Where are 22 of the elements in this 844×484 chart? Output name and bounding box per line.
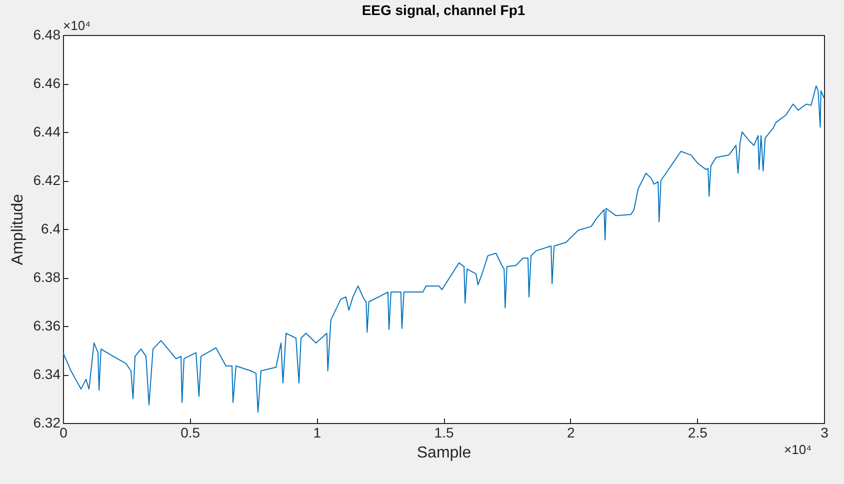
y-tick-label: 6.38 bbox=[33, 269, 61, 285]
y-tick-label: 6.48 bbox=[33, 26, 61, 42]
y-axis-title: Amplitude bbox=[9, 194, 26, 266]
x-tick-label: 3 bbox=[820, 424, 829, 440]
y-tick-label: 6.32 bbox=[33, 414, 61, 430]
x-tick-label: 1.5 bbox=[434, 424, 454, 440]
y-tick-label: 6.46 bbox=[33, 75, 61, 91]
y-tick-label: 6.42 bbox=[33, 172, 61, 188]
x-tick-label: 2.5 bbox=[688, 424, 708, 440]
line-series bbox=[63, 85, 824, 413]
y-tick-label: 6.4 bbox=[41, 220, 61, 236]
x-tick-label: 0 bbox=[60, 424, 68, 440]
y-tick-label: 6.34 bbox=[33, 366, 61, 382]
y-tick-label: 6.44 bbox=[33, 124, 61, 140]
chart-title: EEG signal, channel Fp1 bbox=[362, 2, 526, 18]
text: ×10⁴ bbox=[784, 442, 812, 457]
text: ×10⁴ bbox=[63, 18, 91, 33]
x-tick-label: 0.5 bbox=[180, 424, 200, 440]
y-tick-label: 6.36 bbox=[33, 318, 61, 334]
x-tick-label: 2 bbox=[566, 424, 575, 440]
x-tick-label: 1 bbox=[313, 424, 322, 440]
x-axis-title: Sample bbox=[416, 444, 472, 462]
